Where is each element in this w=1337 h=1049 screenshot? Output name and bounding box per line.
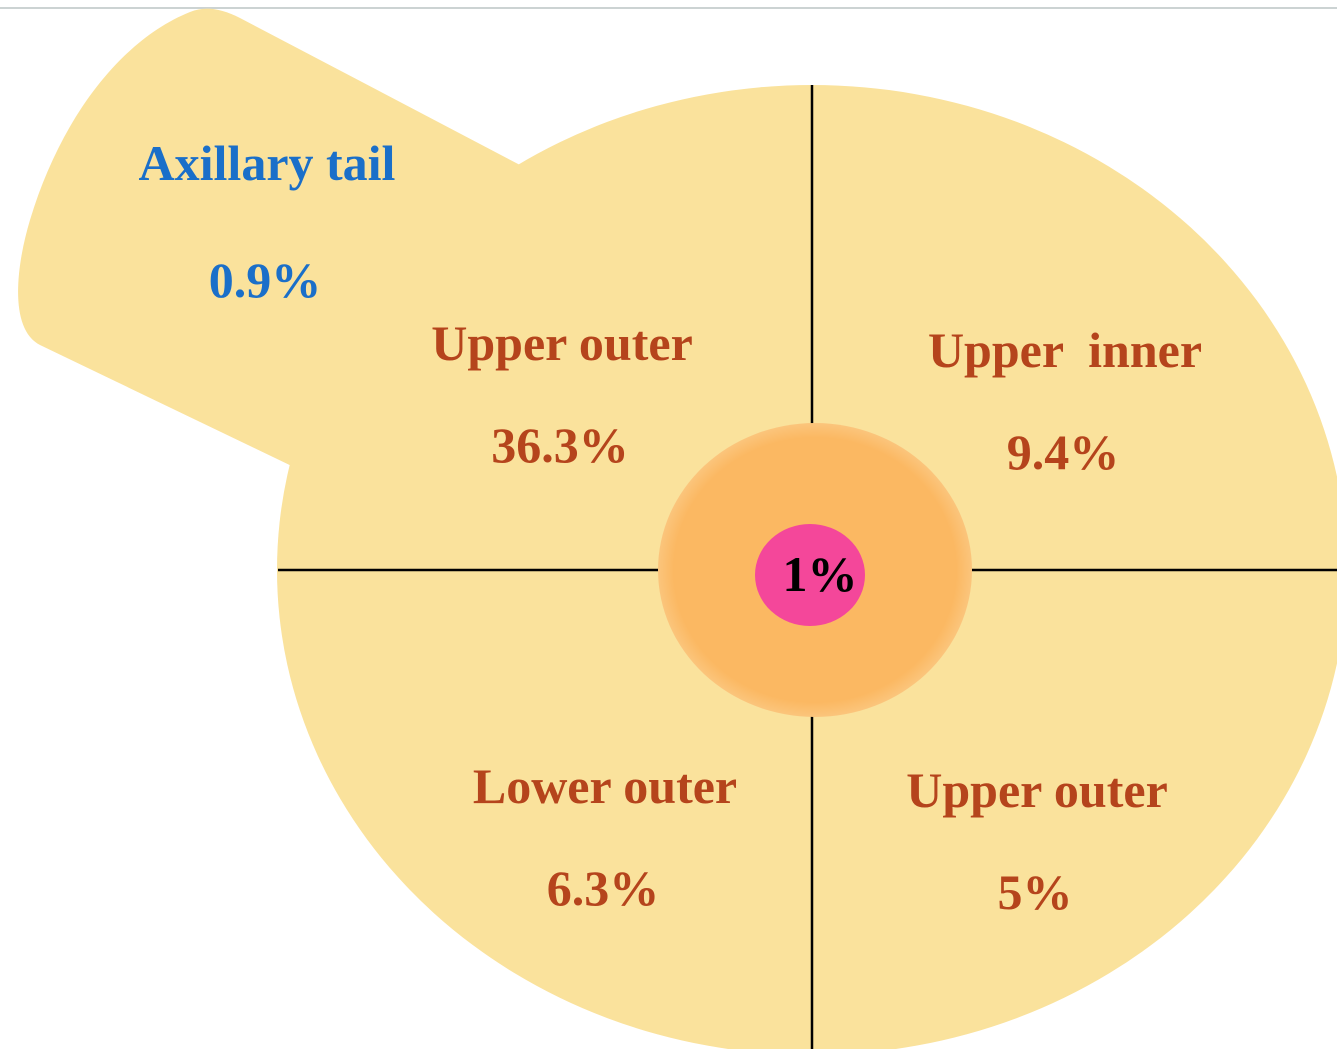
region-value: 9.4% — [1007, 424, 1120, 480]
region-value: 36.3% — [491, 417, 629, 473]
region-value: 6.3% — [547, 860, 660, 916]
region-label: Lower outer — [473, 758, 737, 814]
region-value: 5% — [998, 864, 1073, 920]
region-label: Upper inner — [928, 322, 1202, 378]
region-label: Upper outer — [431, 315, 693, 371]
region-value: 0.9% — [209, 252, 322, 308]
page: Axillary tail 0.9% Upper outer 36.3% Upp… — [0, 0, 1337, 1049]
center-value: 1% — [783, 546, 858, 602]
region-label: Upper outer — [906, 762, 1168, 818]
breast-quadrant-diagram: Axillary tail 0.9% Upper outer 36.3% Upp… — [0, 0, 1337, 1049]
region-label: Axillary tail — [139, 135, 396, 191]
